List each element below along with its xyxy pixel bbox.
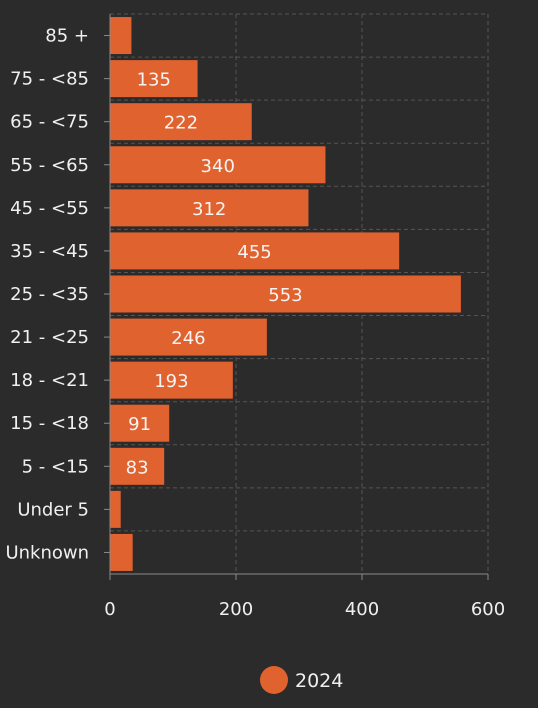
bar-value-label: 553 [268,285,302,306]
category-label: 45 - <55 [10,198,89,219]
bar[interactable] [110,232,400,270]
bar-value-label: 340 [201,156,235,177]
bar[interactable] [110,404,170,442]
axis-layer: 0 200 400 600 85 + 75 - <85 65 - <75 55 - <65 45… [5,14,505,620]
bar[interactable] [110,361,233,399]
category-label: 21 - <25 [10,327,89,348]
category-label: 75 - <85 [10,69,89,90]
bar-value-label: 91 [128,414,151,435]
x-tick-label: 600 [471,599,505,620]
category-label: 55 - <65 [10,155,89,176]
category-label: 25 - <35 [10,284,89,305]
bar[interactable] [110,189,309,227]
category-label: 35 - <45 [10,241,89,262]
bar[interactable] [110,533,133,571]
category-label: 65 - <75 [10,112,89,133]
x-tick-label: 400 [345,599,379,620]
bars-layer [110,17,461,571]
bar-value-label: 193 [154,371,188,392]
bar-value-label: 135 [137,70,171,91]
bar-value-label: 246 [171,328,205,349]
bar[interactable] [110,103,252,141]
bar-value-label: 455 [237,242,271,263]
bar-value-label: 222 [164,113,198,134]
bar[interactable] [110,275,461,313]
legend-label[interactable]: 2024 [295,670,343,692]
bar[interactable] [110,146,326,184]
category-label: 15 - <18 [10,413,89,434]
bar[interactable] [110,17,132,55]
labels-layer: 135 222 340 312 455 553 246 193 91 83 [126,70,303,479]
bar[interactable] [110,490,121,528]
legend-swatch[interactable] [260,666,288,694]
category-label: Unknown [5,542,89,563]
bar[interactable] [110,318,267,356]
bar-value-label: 83 [126,457,149,478]
bar-value-label: 312 [192,199,226,220]
category-label: 85 + [45,26,89,47]
category-label: Under 5 [17,499,89,520]
x-tick-label: 0 [104,599,115,620]
category-label: 5 - <15 [22,456,89,477]
category-label: 18 - <21 [10,370,89,391]
legend[interactable]: 2024 [260,666,343,694]
bar[interactable] [110,447,165,485]
bar[interactable] [110,60,198,98]
x-tick-label: 200 [219,599,253,620]
